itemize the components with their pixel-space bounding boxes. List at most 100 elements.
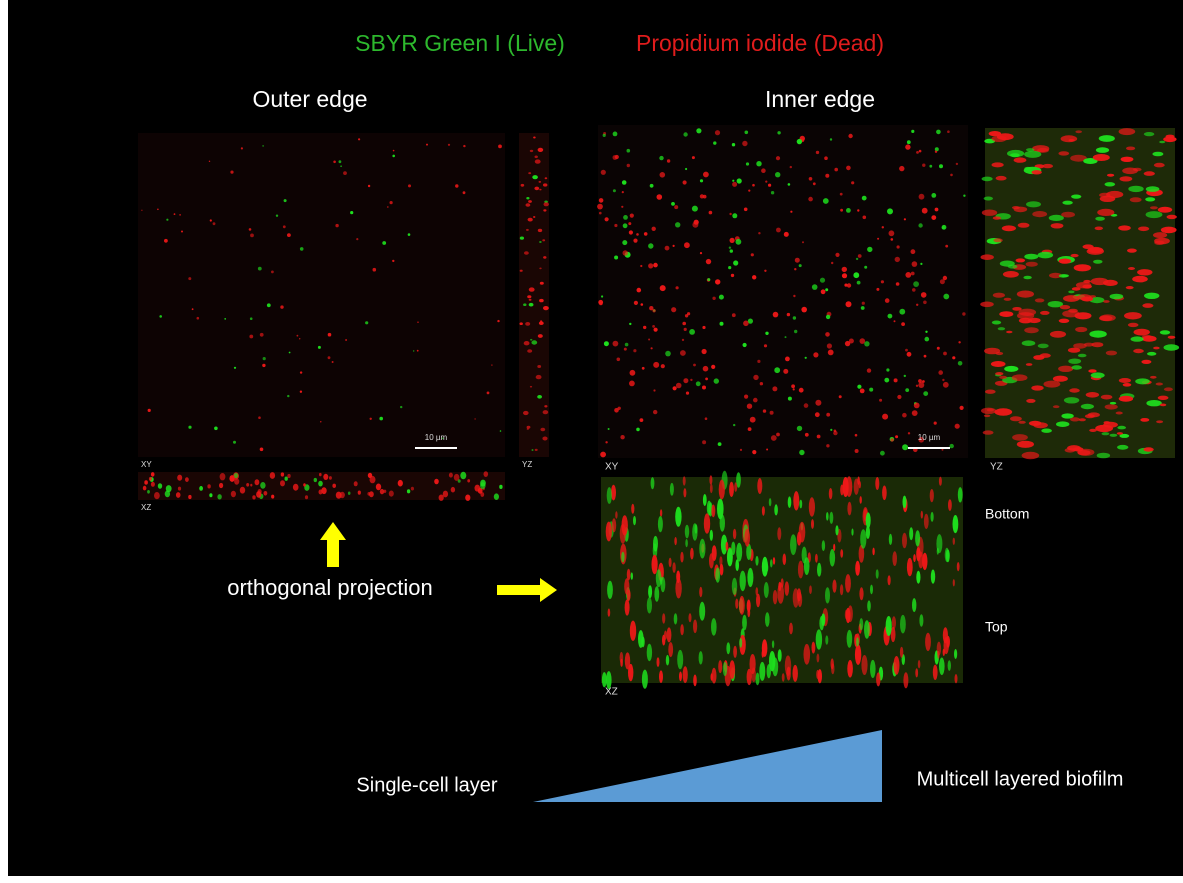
cell-dot [731, 143, 736, 147]
cell-dot [654, 586, 660, 602]
cell-dot [705, 258, 712, 265]
cell-dot [1141, 359, 1152, 364]
cell-dot [830, 658, 834, 670]
cell-dot [949, 443, 954, 449]
cell-dot [702, 365, 709, 372]
cell-dot [1068, 358, 1082, 364]
cell-dot [913, 402, 920, 409]
cell-dot [761, 506, 765, 516]
cell-dot [744, 394, 749, 399]
cell-dot [1143, 132, 1155, 137]
cell-dot [1132, 275, 1148, 283]
cell-dot [916, 570, 921, 584]
cell-dot [875, 477, 880, 490]
cell-dot [761, 168, 766, 173]
cell-dot [829, 549, 836, 567]
cell-dot [292, 483, 299, 491]
cell-dot [369, 417, 372, 420]
cell-dot [1159, 140, 1166, 144]
cell-dot [709, 483, 713, 494]
cell-dot [275, 214, 279, 217]
cell-dot [1047, 301, 1064, 308]
cell-dot [345, 339, 348, 341]
cell-dot [321, 487, 327, 495]
cell-dot [524, 251, 529, 255]
cell-dot [729, 481, 734, 497]
cell-dot [1024, 150, 1042, 158]
cell-dot [892, 551, 897, 566]
cell-dot [474, 484, 481, 492]
cell-dot [846, 165, 851, 171]
cell-dot [825, 635, 829, 645]
cell-dot [283, 199, 287, 203]
cell-dot [899, 646, 904, 658]
cell-dot [382, 241, 387, 245]
cell-dot [633, 515, 636, 526]
cell-dot [736, 178, 742, 184]
cell-dot [525, 322, 531, 326]
cell-dot [1026, 201, 1041, 208]
cell-dot [825, 587, 830, 604]
cell-dot [842, 477, 849, 497]
cell-dot [659, 285, 666, 292]
cell-dot [648, 338, 651, 341]
cell-dot [920, 292, 927, 298]
cell-dot [1028, 420, 1042, 426]
cell-dot [851, 181, 855, 185]
cell-dot [1084, 414, 1095, 419]
cell-dot [1122, 383, 1132, 387]
cell-dot [719, 514, 725, 532]
micrographs [138, 125, 1175, 683]
cell-dot [1090, 277, 1109, 286]
cell-dot [694, 524, 698, 534]
cell-dot [659, 670, 663, 683]
cell-dot [600, 169, 606, 175]
cell-dot [702, 325, 706, 330]
cell-dot [887, 313, 893, 319]
cell-dot [816, 669, 819, 679]
cell-dot [1011, 374, 1028, 382]
cell-dot [1050, 223, 1064, 229]
cell-dot [410, 486, 414, 491]
cell-dot [703, 513, 711, 534]
cell-dot [528, 172, 532, 175]
cell-dot [809, 585, 812, 594]
cell-dot [942, 627, 949, 644]
cell-dot [981, 176, 993, 182]
cell-dot [1075, 326, 1088, 333]
cell-dot [413, 350, 415, 352]
cell-dot [1021, 340, 1036, 347]
cell-dot [902, 412, 907, 418]
cell-dot [763, 344, 768, 348]
cell-dot [945, 244, 949, 248]
cell-dot [367, 472, 373, 479]
cell-dot [1032, 211, 1048, 218]
cell-dot [911, 261, 918, 267]
cell-dot [142, 485, 147, 491]
cell-dot [875, 569, 879, 579]
cell-dot [703, 171, 709, 178]
cell-dot [1130, 336, 1144, 342]
cell-dot [622, 240, 628, 246]
cell-dot [465, 494, 471, 501]
cell-dot [1007, 149, 1025, 158]
cell-dot [379, 416, 384, 421]
cell-dot [1141, 334, 1152, 339]
cell-dot [455, 184, 459, 188]
cell-dot [955, 162, 959, 166]
cell-dot [191, 308, 194, 311]
cell-dot [695, 381, 701, 387]
cell-dot [266, 303, 271, 308]
cell-dot [417, 321, 419, 323]
gradient-start: Single-cell layer [356, 774, 498, 796]
cell-dot [601, 672, 607, 688]
cell-dot [719, 321, 724, 326]
cell-dot [629, 620, 637, 641]
cell-dot [905, 144, 911, 150]
cell-dot [633, 349, 637, 353]
cell-dot [803, 403, 809, 408]
cell-dot [988, 131, 1002, 137]
cell-dot [271, 270, 274, 274]
cell-dot [995, 372, 1004, 376]
cell-dot [1070, 154, 1087, 162]
